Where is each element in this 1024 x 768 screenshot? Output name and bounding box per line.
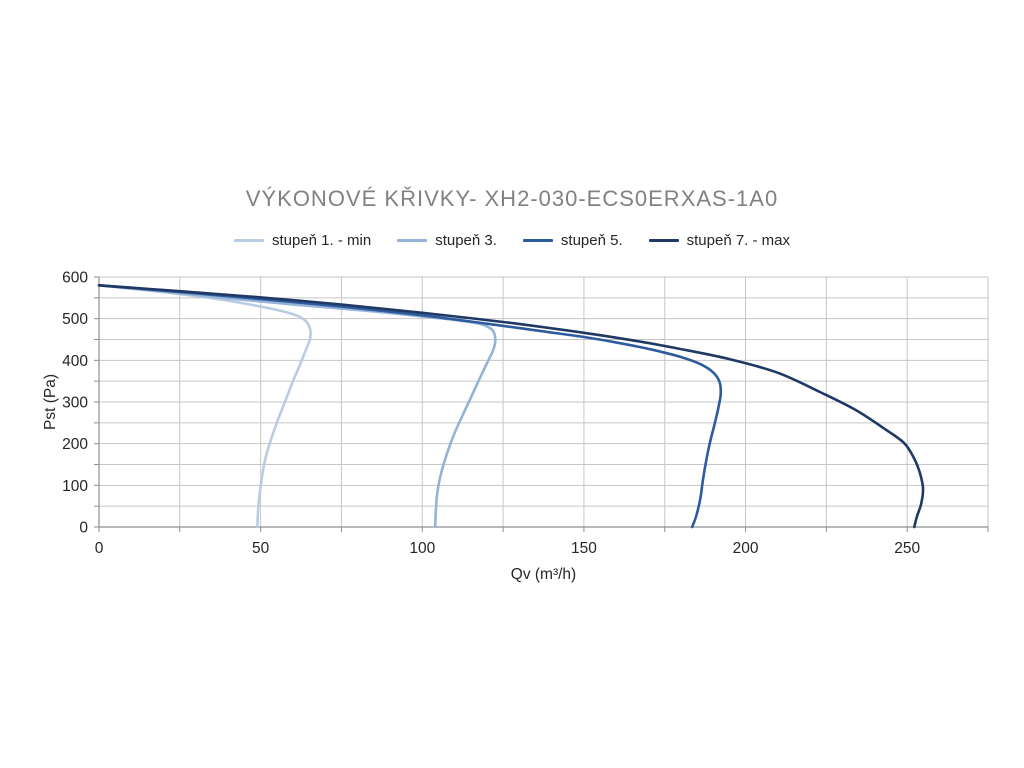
y-axis-title: Pst (Pa) (42, 374, 59, 430)
y-tick-label: 500 (62, 311, 88, 328)
x-tick-label: 250 (894, 540, 920, 557)
x-tick-label: 150 (571, 540, 597, 557)
legend-line-swatch-icon (233, 239, 264, 242)
legend-item: stupeň 1. - min (233, 232, 372, 249)
legend-label: stupeň 7. - max (686, 232, 791, 249)
legend-label: stupeň 1. - min (271, 232, 372, 249)
y-tick-label: 600 (62, 270, 88, 287)
curve-series-3 (97, 284, 723, 529)
y-tick-label: 200 (62, 436, 88, 453)
chart-legend: stupeň 1. - min stupeň 3. stupeň 5. stup… (0, 232, 1024, 249)
gridlines (98, 276, 989, 527)
legend-item: stupeň 7. - max (648, 232, 791, 249)
x-tick-label: 200 (733, 540, 759, 557)
chart-title: VÝKONOVÉ KŘIVKY- XH2-030-ECS0ERXAS-1A0 (245, 186, 779, 211)
legend-label: stupeň 5. (560, 232, 623, 249)
x-tick-label: 50 (252, 540, 270, 557)
y-tick-label: 100 (62, 478, 88, 495)
curve-series-1 (97, 284, 312, 529)
x-axis-title: Qv (m³/h) (510, 566, 577, 583)
x-tick-label: 0 (95, 540, 104, 557)
legend-label: stupeň 3. (435, 232, 497, 249)
y-tick-label: 0 (79, 520, 88, 537)
legend-line-swatch-icon (648, 239, 679, 242)
curve-series-2 (97, 284, 497, 529)
y-tick-label: 400 (62, 353, 88, 370)
curve-series-4 (97, 284, 925, 529)
legend-item: stupeň 5. (522, 232, 623, 249)
legend-line-swatch-icon (522, 239, 553, 242)
legend-line-swatch-icon (397, 239, 428, 242)
x-tick-label: 100 (409, 540, 435, 557)
legend-item: stupeň 3. (397, 232, 497, 249)
y-tick-label: 300 (62, 395, 88, 412)
axes (94, 276, 989, 532)
